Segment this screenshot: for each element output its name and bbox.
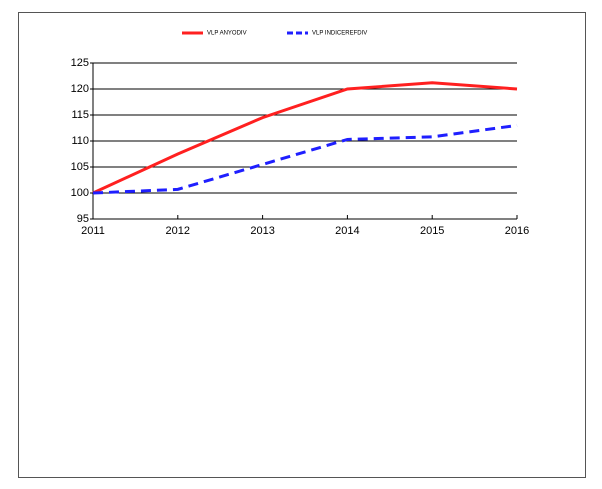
- x-tick-label: 2011: [81, 225, 105, 237]
- x-tick-label: 2016: [505, 225, 529, 237]
- legend-label: VLP ANYODIV: [207, 31, 247, 37]
- x-tick-label: 2013: [250, 225, 274, 237]
- y-tick-label: 115: [71, 109, 89, 121]
- x-tick-label: 2012: [166, 225, 190, 237]
- y-tick-label: 125: [71, 57, 89, 69]
- series-line: [92, 123, 518, 195]
- x-tick-label: 2015: [420, 225, 444, 237]
- y-tick-label: 105: [71, 161, 89, 173]
- y-tick-label: 95: [77, 213, 89, 225]
- legend-label: VLP INDICEREFDIV: [312, 31, 367, 37]
- x-tick-label: 2014: [335, 225, 359, 237]
- y-tick-label: 110: [71, 135, 89, 147]
- y-tick-label: 100: [71, 187, 89, 199]
- frame-border: [18, 12, 586, 478]
- y-tick-label: 120: [71, 83, 89, 95]
- series-line: [92, 81, 518, 195]
